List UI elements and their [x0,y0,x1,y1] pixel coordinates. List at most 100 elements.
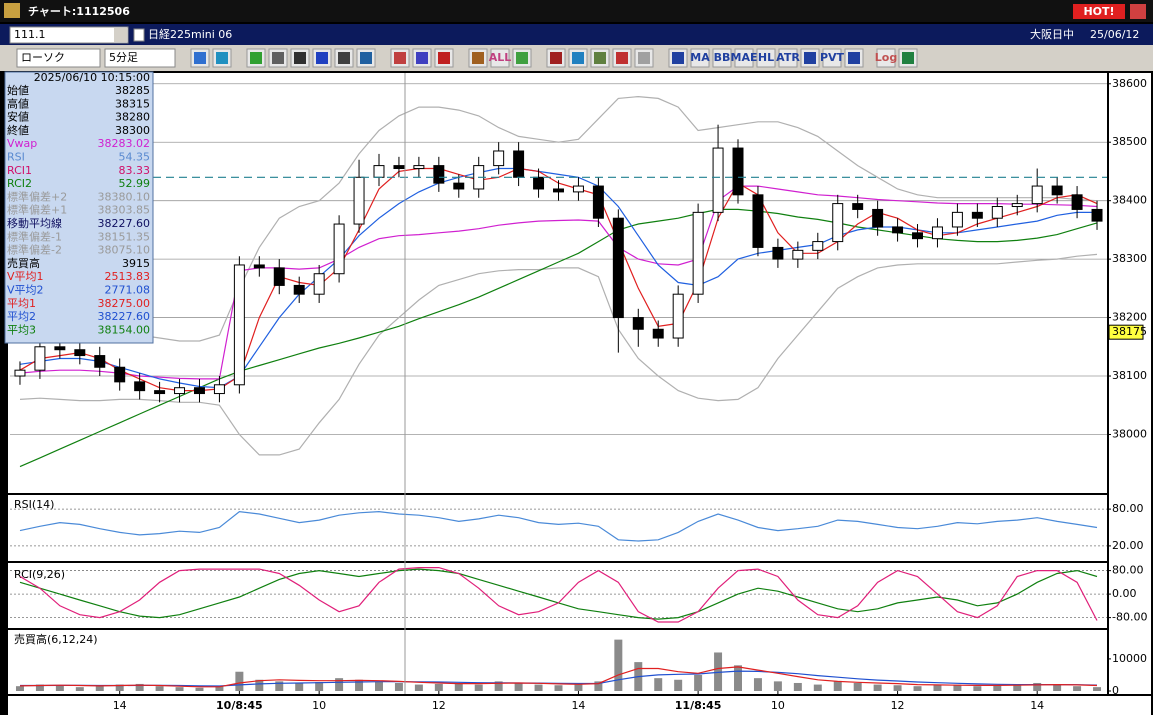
tool-icon-glyph[interactable] [194,52,206,64]
toolbar-date: 25/06/12 [1090,28,1139,41]
indicator-line [19,185,1098,380]
hot-button[interactable] [1073,4,1125,19]
candle-body [852,203,864,210]
tool-icon[interactable] [712,48,732,68]
tool-icon-glyph[interactable] [848,52,860,64]
style-select[interactable] [16,48,101,68]
window-title: チャート:1112506 [28,5,130,18]
tool-icon-glyph[interactable] [594,52,606,64]
tool-icon-glyph[interactable] [316,52,328,64]
tool-icon-glyph[interactable] [672,52,684,64]
tool-icon-glyph[interactable] [550,52,562,64]
tool-icon[interactable] [756,48,776,68]
info-label: RCI1 [7,164,32,177]
tool-icon[interactable] [690,48,710,68]
volume-bar [75,687,84,691]
tool-icon-glyph[interactable] [902,52,914,64]
volume-bar [694,674,703,691]
tool-icon-label[interactable]: MA [690,51,710,64]
volume-bar [494,681,503,691]
close-button[interactable] [1130,4,1146,19]
tool-icon-label[interactable]: PVT [820,51,845,64]
tool-icon-glyph[interactable] [472,52,484,64]
y-tick-label: 38600 [1112,77,1147,90]
candle-body [54,346,66,351]
interval-select[interactable] [104,48,176,68]
tool-icon[interactable] [876,48,896,68]
volume-bar [295,682,304,691]
y-tick-label: 10000 [1112,652,1147,665]
info-label: 標準偏差-2 [7,243,62,257]
tool-icon-label[interactable]: Log [875,51,897,64]
tool-icon-glyph[interactable] [438,52,450,64]
tool-icon-glyph[interactable] [216,52,228,64]
info-label: RSI [7,151,25,164]
candle-body [174,387,186,395]
tool-icon-glyph[interactable] [250,52,262,64]
tool-icon[interactable] [490,48,510,68]
tool-icon-label[interactable]: ALL [489,51,512,64]
x-tick-label: 11/8:45 [675,699,722,712]
hot-label[interactable]: HOT! [1083,5,1114,18]
last-price-label: 38175 [1112,325,1147,338]
candle-body [193,387,205,395]
tool-icon-glyph[interactable] [516,52,528,64]
info-value: 54.35 [119,151,151,164]
info-value: 38303.85 [98,204,151,217]
main-panel [8,73,1107,493]
chart-style[interactable]: ローソク [21,51,65,64]
indicator-line [19,95,1098,342]
volume-bar [1093,687,1102,691]
volume-bar [554,685,563,691]
symbol-input[interactable] [9,26,129,44]
symbol-check[interactable] [133,28,145,42]
y-tick-label: 38400 [1112,194,1147,207]
candle-body [413,165,425,170]
tool-icon-glyph[interactable] [616,52,628,64]
tool-icon-glyph[interactable] [294,52,306,64]
info-label: RCI2 [7,177,32,190]
info-datetime: 2025/06/10 10:15:00 [34,71,150,84]
tool-icon-glyph[interactable] [572,52,584,64]
info-label: 始値 [7,83,29,97]
volume-bar [674,679,683,691]
tool-icon-glyph[interactable] [338,52,350,64]
volume-bar [714,652,723,691]
y-tick-label: 80.00 [1112,502,1144,515]
candle-body [872,208,884,228]
panel-title: 売買高(6,12,24) [14,632,98,646]
tool-icon-glyph[interactable] [804,52,816,64]
symbol-dropdown[interactable] [114,28,127,42]
tool-icon-glyph[interactable] [360,52,372,64]
tool-icon-glyph[interactable] [416,52,428,64]
tool-icon-glyph[interactable] [638,52,650,64]
candle-body [553,188,564,193]
candle-body [373,165,385,178]
tool-icon-glyph[interactable] [272,52,284,64]
x-tick-label: 10/8:45 [216,699,263,712]
info-value: 38227.60 [98,310,151,323]
info-label: 高値 [7,96,29,110]
info-value: 38300 [115,124,150,137]
tool-icon[interactable] [822,48,842,68]
y-tick-label: 38100 [1112,369,1147,382]
tool-icon-label[interactable]: HL [758,51,774,64]
symbol-code[interactable]: 111.1 [14,28,46,41]
tool-icon[interactable] [778,48,798,68]
volume-bar [454,682,463,691]
tool-icon-label[interactable]: MAE [731,51,758,64]
volume-bar [35,684,44,691]
candle-body [652,328,664,339]
tool-icon-label[interactable]: ATR [776,51,800,64]
y-tick-label: 20.00 [1112,539,1144,552]
tool-icon-label[interactable]: BB [714,51,731,64]
y-axis-area [1109,73,1151,694]
y-tick-label: -80.00 [1112,611,1147,624]
tool-icon[interactable] [734,48,754,68]
info-label: 平均3 [7,323,36,336]
volume-bar [215,686,224,691]
tool-icon-glyph[interactable] [394,52,406,64]
indicator-line [19,510,1098,542]
x-tick-label: 14 [571,699,585,712]
interval[interactable]: 5分足 [109,51,138,64]
